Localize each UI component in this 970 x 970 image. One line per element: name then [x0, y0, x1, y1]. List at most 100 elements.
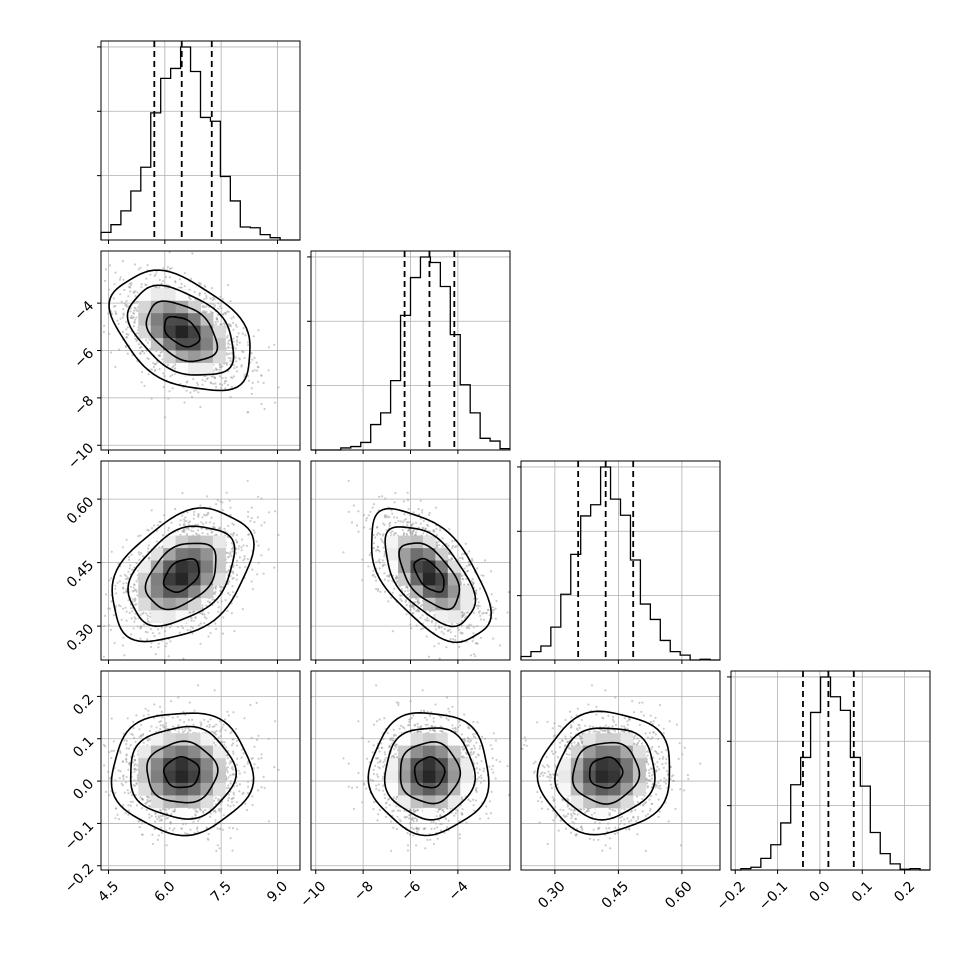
sample-point	[146, 638, 149, 641]
sample-point	[191, 252, 194, 255]
density-cell	[188, 585, 201, 599]
sample-point	[388, 524, 391, 528]
sample-point	[253, 369, 256, 372]
sample-point	[137, 343, 140, 346]
sample-point	[200, 521, 203, 524]
sample-point	[227, 591, 230, 595]
sample-point	[361, 558, 364, 561]
sample-point	[230, 385, 234, 389]
sample-point	[132, 589, 135, 592]
sample-point	[387, 579, 390, 582]
sample-point	[209, 631, 212, 635]
sample-point	[169, 626, 172, 629]
density-cell	[175, 597, 189, 611]
sample-point	[246, 341, 249, 344]
sample-point	[230, 317, 233, 320]
sample-point	[192, 610, 195, 613]
sample-point	[228, 593, 231, 596]
sample-point	[215, 368, 218, 371]
sample-point	[146, 631, 149, 634]
sample-point	[458, 645, 461, 649]
sample-point	[133, 321, 136, 324]
sample-point	[434, 625, 437, 628]
sample-point	[129, 564, 132, 567]
sample-point	[127, 570, 130, 573]
sample-point	[463, 567, 466, 570]
sample-point	[193, 513, 196, 516]
sample-point	[134, 318, 137, 321]
sample-point	[375, 587, 378, 591]
sample-point	[235, 573, 239, 577]
sample-point	[226, 556, 229, 559]
sample-point	[378, 495, 381, 498]
sample-point	[107, 312, 110, 315]
sample-point	[347, 479, 350, 482]
sample-point	[241, 332, 244, 335]
sample-point	[178, 631, 181, 634]
sample-point	[428, 513, 431, 517]
density-cell	[150, 338, 164, 351]
sample-point	[190, 617, 193, 620]
sample-point	[137, 535, 140, 538]
sample-point	[362, 513, 366, 517]
sample-point	[139, 613, 142, 616]
sample-point	[257, 544, 260, 547]
sample-point	[154, 368, 157, 371]
sample-point	[114, 310, 117, 313]
sample-point	[104, 593, 108, 596]
sample-point	[127, 556, 131, 559]
sample-point	[231, 550, 234, 553]
sample-point	[186, 628, 189, 632]
sample-point	[149, 628, 153, 631]
sample-point	[441, 545, 444, 548]
sample-point	[401, 528, 404, 532]
sample-point	[229, 551, 232, 554]
sample-point	[150, 641, 153, 645]
sample-point	[372, 573, 375, 577]
sample-point	[251, 358, 254, 361]
sample-point	[122, 636, 125, 639]
sample-point	[218, 368, 221, 371]
sample-point	[171, 373, 174, 377]
sample-point	[199, 504, 202, 507]
sample-point	[214, 592, 217, 595]
sample-point	[494, 617, 497, 620]
sample-point	[114, 365, 117, 368]
sample-point	[231, 577, 234, 580]
sample-point	[235, 564, 239, 567]
sample-point	[174, 507, 177, 511]
sample-point	[245, 544, 248, 548]
sample-point	[176, 625, 179, 629]
density-cell	[188, 362, 201, 376]
sample-point	[409, 627, 413, 630]
sample-point	[202, 304, 205, 307]
sample-point	[262, 381, 265, 385]
sample-point	[267, 511, 271, 514]
sample-point	[230, 542, 234, 545]
sample-point	[377, 549, 380, 552]
sample-point	[406, 523, 409, 527]
sample-point	[125, 320, 128, 323]
sample-point	[273, 343, 276, 346]
sample-point	[139, 266, 142, 269]
sample-point	[187, 528, 190, 531]
sample-point	[130, 281, 133, 285]
sample-point	[102, 330, 105, 334]
sample-point	[152, 362, 155, 365]
sample-point	[163, 514, 166, 517]
sample-point	[199, 622, 202, 625]
sample-point	[180, 282, 183, 285]
sample-point	[158, 520, 161, 524]
sample-point	[235, 533, 238, 537]
sample-point	[435, 527, 438, 531]
sample-point	[201, 604, 204, 607]
sample-point	[251, 381, 254, 384]
sample-point	[381, 559, 385, 562]
sample-point	[240, 364, 243, 367]
density-cell	[150, 610, 164, 624]
sample-point	[238, 358, 241, 361]
sample-point	[464, 542, 467, 545]
sample-point	[428, 511, 431, 514]
sample-point	[491, 606, 494, 609]
sample-point	[192, 530, 195, 533]
